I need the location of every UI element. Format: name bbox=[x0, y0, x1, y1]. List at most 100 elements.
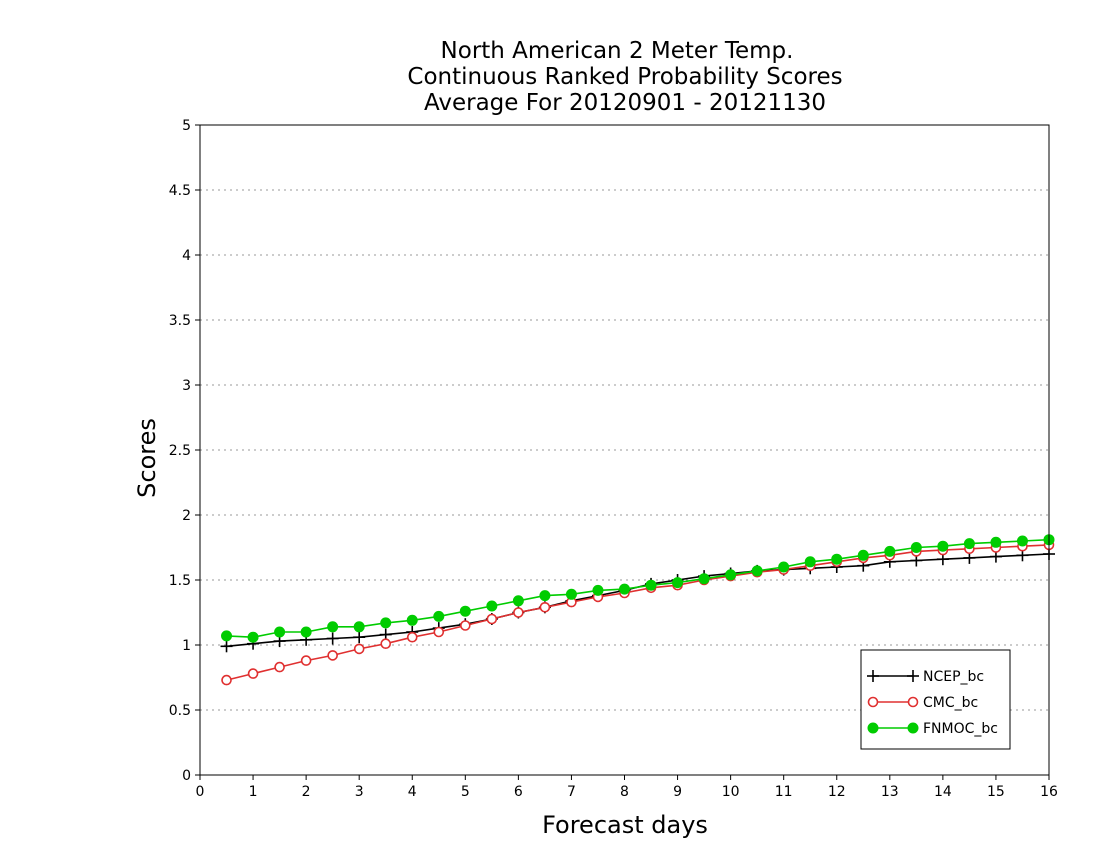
data-point-fnmoc-bc bbox=[804, 556, 816, 568]
y-tick-label: 1 bbox=[182, 638, 191, 654]
y-tick-label: 4.5 bbox=[169, 183, 191, 199]
title-line-3: Average For 20120901 - 20121130 bbox=[424, 90, 826, 116]
data-point-fnmoc-bc bbox=[274, 626, 286, 638]
data-point-cmc-bc bbox=[406, 631, 418, 643]
data-point-fnmoc-bc bbox=[539, 590, 551, 602]
x-tick-label: 16 bbox=[1040, 784, 1058, 800]
legend-marker bbox=[867, 696, 879, 708]
x-tick-label: 4 bbox=[408, 784, 417, 800]
y-tick-label: 4 bbox=[182, 248, 191, 264]
x-tick-label: 6 bbox=[514, 784, 523, 800]
x-tick-label: 3 bbox=[355, 784, 364, 800]
data-point-cmc-bc bbox=[274, 661, 285, 673]
legend-marker bbox=[867, 670, 879, 682]
legend-item-fnmoc-bc: FNMOC_bc bbox=[867, 721, 998, 737]
y-axis-label: Scores bbox=[133, 418, 161, 498]
data-point-cmc-bc bbox=[539, 601, 551, 613]
data-point-fnmoc-bc bbox=[592, 584, 604, 596]
data-point-fnmoc-bc bbox=[698, 573, 710, 585]
data-point-fnmoc-bc bbox=[645, 579, 657, 591]
title-line-2: Continuous Ranked Probability Scores bbox=[407, 64, 842, 90]
data-point-fnmoc-bc bbox=[300, 626, 312, 638]
data-point-cmc-bc bbox=[513, 607, 524, 618]
data-point-fnmoc-bc bbox=[831, 553, 843, 565]
data-point-cmc-bc bbox=[327, 650, 338, 661]
y-tick-label: 0 bbox=[182, 768, 191, 784]
y-tick-label: 1.5 bbox=[169, 573, 191, 589]
data-point-fnmoc-bc bbox=[884, 545, 896, 557]
legend-marker bbox=[867, 722, 879, 734]
y-tick-label: 2 bbox=[182, 508, 191, 524]
title-line-1: North American 2 Meter Temp. bbox=[441, 38, 794, 64]
axis-ticks: 00.511.522.533.544.550 1 2 3 4 5 6 7 8 9 10 11 12 13 1… bbox=[169, 118, 1058, 800]
x-tick-label: 8 bbox=[620, 784, 629, 800]
data-point-fnmoc-bc bbox=[353, 621, 365, 633]
data-point-fnmoc-bc bbox=[619, 583, 630, 595]
data-point-fnmoc-bc bbox=[990, 536, 1002, 548]
data-point-cmc-bc bbox=[353, 643, 365, 655]
legend-marker bbox=[907, 670, 919, 682]
data-point-cmc-bc bbox=[486, 613, 498, 625]
x-tick-label: 15 bbox=[987, 784, 1005, 800]
y-tick-label: 0.5 bbox=[169, 703, 191, 719]
data-point-fnmoc-bc bbox=[1016, 535, 1028, 547]
legend-item-ncep-bc: NCEP_bc bbox=[867, 669, 984, 685]
data-point-fnmoc-bc bbox=[406, 614, 418, 626]
data-point-fnmoc-bc bbox=[459, 605, 471, 617]
data-point-fnmoc-bc bbox=[327, 621, 339, 633]
data-point-fnmoc-bc bbox=[221, 630, 233, 642]
data-point-fnmoc-bc bbox=[433, 610, 445, 622]
data-point-fnmoc-bc bbox=[751, 565, 763, 577]
data-point-fnmoc-bc bbox=[778, 561, 790, 573]
data-point-fnmoc-bc bbox=[937, 540, 949, 552]
data-point-ncep-bc bbox=[220, 640, 233, 653]
series-ncep-bc bbox=[220, 548, 1055, 653]
data-point-fnmoc-bc bbox=[672, 577, 684, 589]
data-point-fnmoc-bc bbox=[486, 600, 498, 612]
series-fnmoc-bc bbox=[221, 534, 1055, 643]
data-point-cmc-bc bbox=[380, 638, 392, 650]
legend-marker bbox=[907, 696, 919, 708]
data-point-fnmoc-bc bbox=[565, 588, 577, 600]
x-tick-label: 0 bbox=[196, 784, 205, 800]
series-line-fnmoc-bc bbox=[226, 538, 1050, 639]
x-tick-label: 2 bbox=[302, 784, 311, 800]
legend-label: CMC_bc bbox=[923, 695, 978, 711]
x-tick-label: 7 bbox=[567, 784, 576, 800]
x-axis-label: Forecast days bbox=[542, 811, 708, 839]
data-point-fnmoc-bc bbox=[725, 569, 737, 581]
grid-lines bbox=[200, 189, 1049, 711]
x-tick-label: 10 bbox=[722, 784, 740, 800]
data-point-fnmoc-bc bbox=[380, 617, 392, 629]
series-line-ncep-bc bbox=[226, 553, 1050, 648]
x-tick-label: 1 bbox=[249, 784, 258, 800]
chart-title: North American 2 Meter Temp. Continuous … bbox=[407, 38, 842, 116]
data-point-fnmoc-bc bbox=[512, 595, 524, 607]
y-tick-label: 3.5 bbox=[169, 313, 191, 329]
y-tick-label: 2.5 bbox=[169, 443, 191, 459]
data-point-fnmoc-bc bbox=[910, 542, 922, 553]
y-tick-label: 5 bbox=[182, 118, 191, 134]
data-point-cmc-bc bbox=[247, 668, 259, 679]
legend-item-cmc-bc: CMC_bc bbox=[867, 695, 978, 711]
data-point-ncep-bc bbox=[353, 631, 366, 644]
plot-frame bbox=[199, 124, 1050, 776]
x-tick-label: 13 bbox=[881, 784, 899, 800]
y-tick-label: 3 bbox=[182, 378, 191, 394]
x-tick-label: 9 bbox=[673, 784, 682, 800]
data-point-fnmoc-bc bbox=[963, 538, 975, 550]
x-tick-label: 11 bbox=[775, 784, 793, 800]
x-tick-label: 5 bbox=[461, 784, 470, 800]
x-tick-label: 14 bbox=[934, 784, 952, 800]
data-point-cmc-bc bbox=[221, 674, 232, 686]
data-point-cmc-bc bbox=[433, 626, 445, 638]
data-point-cmc-bc bbox=[460, 620, 471, 631]
x-tick-label: 12 bbox=[828, 784, 846, 800]
legend-label: NCEP_bc bbox=[923, 669, 984, 685]
legend-box bbox=[860, 649, 1011, 750]
legend-marker bbox=[907, 722, 919, 734]
data-point-cmc-bc bbox=[300, 655, 312, 666]
data-point-fnmoc-bc bbox=[247, 631, 259, 643]
series-layer bbox=[220, 534, 1055, 686]
